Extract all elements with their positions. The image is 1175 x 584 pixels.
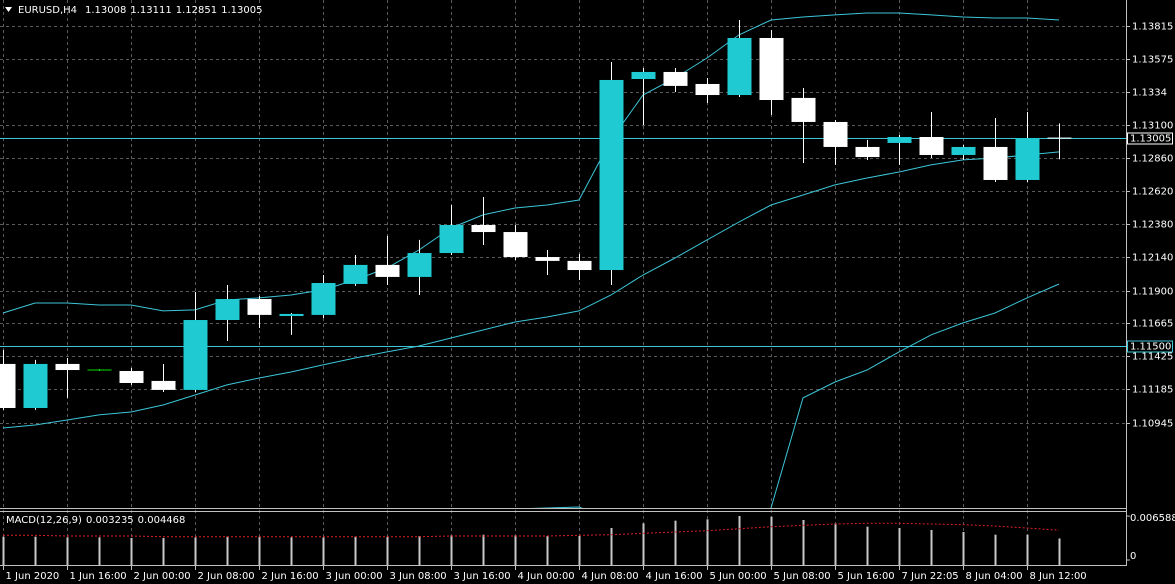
ohlc-value: 1.13111 [130,5,171,16]
level-label-inner [1128,341,1172,352]
y-tick-label: 1.13100 [1132,121,1173,132]
x-tick-label: 1 Jun 16:00 [70,571,127,582]
candle-body [279,313,304,317]
y-tick-label: 1.11665 [1132,319,1173,330]
x-tick-label: 8 Jun 12:00 [1030,571,1087,582]
x-tick-label: 2 Jun 16:00 [262,571,319,582]
price-pane [0,12,1126,508]
candle-body [951,146,976,155]
candle-body [1015,137,1040,180]
band-lower [530,283,1060,508]
candle-body [151,380,176,390]
candle-body [663,71,688,86]
y-tick-label: 1.12140 [1132,253,1173,264]
candle-body [439,224,464,254]
candle-body [727,37,752,96]
candle-body [919,137,944,155]
x-tick-label: 4 Jun 16:00 [646,571,703,582]
x-tick-label: 2 Jun 00:00 [134,571,191,582]
indicator-title: MACD(12,26,9) [6,515,82,526]
menu-triangle [5,7,12,12]
candle-body [631,71,656,80]
band-middle [2,151,1060,429]
x-tick-label: 5 Jun 00:00 [710,571,767,582]
level-label: 1.11500 [1130,342,1171,353]
x-tick-label: 3 Jun 00:00 [326,571,383,582]
y-tick-label: 1.12380 [1132,220,1173,231]
y-tick-label: 1.11425 [1132,352,1173,363]
x-tick-label: 3 Jun 16:00 [454,571,511,582]
candle-body [1047,137,1072,139]
candle-body [791,97,816,122]
x-tick-label: 7 Jun 22:05 [902,571,959,582]
level-label: 1.13005 [1130,134,1171,145]
indicator-value: 0.004468 [138,515,186,526]
candle-body [183,320,208,390]
candle-body [503,232,528,258]
symbol-title: EURUSD,H4 [18,5,77,16]
candle-body [311,283,336,315]
y-tick-label: 1.1334 [1132,88,1167,99]
y-tick-label: 1.11185 [1132,385,1173,396]
y-tick-label: 0.006588 [1130,513,1175,524]
y-tick-label: 1.10945 [1132,419,1173,430]
candle-body [215,299,240,321]
x-tick-label: 8 Jun 04:00 [966,571,1023,582]
signal-line [3,522,1060,538]
x-tick-label: 4 Jun 00:00 [518,571,575,582]
ohlc-value: 1.12851 [176,5,217,16]
level-label-inner [1128,133,1172,144]
x-tick-label: 2 Jun 08:00 [198,571,255,582]
candle-body [535,257,560,261]
y-tick-label: 0 [1130,551,1136,562]
y-tick-label: 1.12620 [1132,187,1173,198]
candle-body [695,83,720,96]
y-tick-label: 1.12860 [1132,154,1173,165]
x-tick-label: 1 Jun 2020 [6,571,60,582]
candle-body [23,363,48,409]
y-tick-label: 1.11900 [1132,287,1173,298]
candle-body [567,260,592,271]
candle-body [247,299,272,315]
y-tick-label: 1.13575 [1132,55,1173,66]
candle-body [823,121,848,147]
y-tick-label: 1.13815 [1132,22,1173,33]
band-upper [2,12,1060,314]
macd-pane [2,516,1061,565]
candle-body [471,224,496,233]
candle-body [0,363,16,409]
candle-body [119,370,144,384]
candle-body [983,146,1008,180]
x-tick-label: 5 Jun 16:00 [838,571,895,582]
x-tick-label: 5 Jun 08:00 [774,571,831,582]
candle-body [887,137,912,143]
x-tick-label: 3 Jun 08:00 [390,571,447,582]
x-tick-label: 4 Jun 08:00 [582,571,639,582]
candle-body [375,264,400,277]
candle-body [407,253,432,277]
candle-body [599,79,624,271]
ohlc-value: 1.13005 [221,5,262,16]
candle-body [55,363,80,371]
candle-body [855,146,880,158]
grid [0,0,1126,565]
indicator-value: 0.003235 [86,515,134,526]
candle-body [343,264,368,284]
candle-body [759,37,784,100]
ohlc-value: 1.13008 [85,5,126,16]
